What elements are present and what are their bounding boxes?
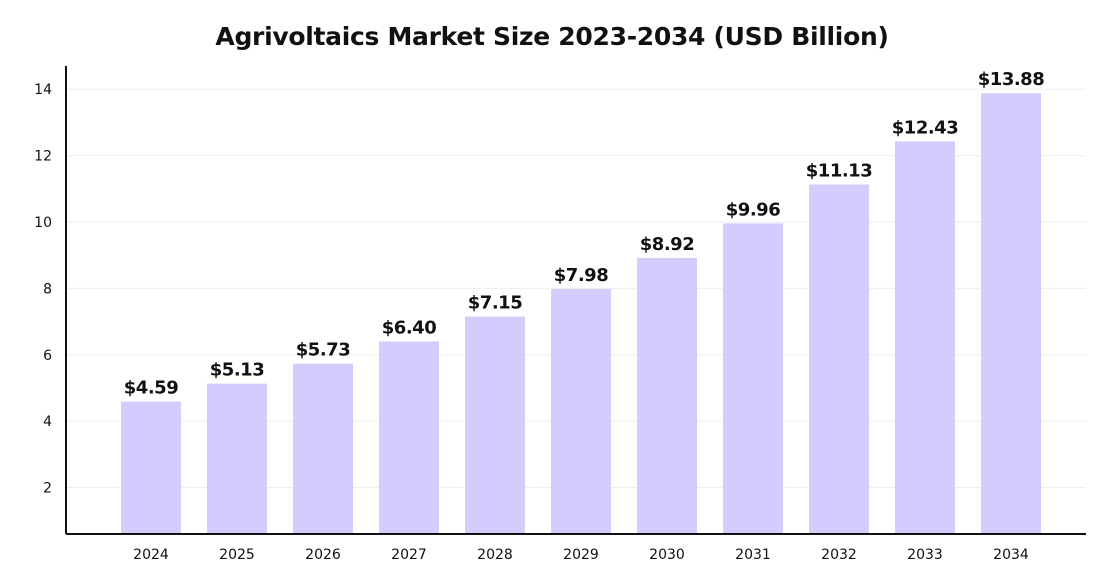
bar-2034 bbox=[981, 93, 1041, 535]
x-tick-label: 2029 bbox=[563, 547, 599, 563]
x-tick-label: 2025 bbox=[219, 547, 255, 563]
data-label: $11.13 bbox=[806, 160, 872, 181]
bar-2031 bbox=[723, 223, 783, 535]
data-label: $6.40 bbox=[382, 317, 436, 338]
x-tick-label: 2034 bbox=[993, 547, 1029, 563]
x-tick-label: 2031 bbox=[735, 547, 771, 563]
y-tick-label: 8 bbox=[43, 281, 52, 297]
x-tick-labels: 2024 2025 2026 2027 2028 2029 2030 2031 2032 2033… bbox=[133, 547, 1029, 563]
bar-2029 bbox=[551, 289, 611, 534]
bar-2027 bbox=[379, 341, 439, 534]
data-label: $12.43 bbox=[892, 117, 958, 138]
bar-2026 bbox=[293, 363, 353, 534]
data-label: $7.98 bbox=[554, 265, 608, 286]
data-label: $5.73 bbox=[296, 340, 350, 361]
x-tick-label: 2032 bbox=[821, 547, 857, 563]
bar-2032 bbox=[809, 184, 869, 534]
data-label: $4.59 bbox=[124, 378, 178, 399]
data-labels: $4.59 $5.13 $5.73 $6.40 $7.15 $7.98 $8.92 $9.96… bbox=[124, 69, 1045, 399]
x-tick-label: 2030 bbox=[649, 547, 685, 563]
x-tick-label: 2024 bbox=[133, 547, 169, 563]
y-tick-label: 6 bbox=[43, 348, 52, 364]
y-tick-label: 12 bbox=[34, 149, 52, 165]
x-tick-label: 2027 bbox=[391, 547, 427, 563]
bars bbox=[121, 93, 1041, 535]
axes bbox=[65, 66, 1086, 535]
y-tick-label: 10 bbox=[34, 215, 52, 231]
y-tick-label: 14 bbox=[34, 82, 52, 98]
bar-2025 bbox=[207, 383, 267, 534]
bar-2033 bbox=[895, 141, 955, 535]
data-label: $7.15 bbox=[468, 293, 522, 314]
bar-2024 bbox=[121, 401, 181, 534]
y-tick-labels: 2 4 6 8 10 12 14 bbox=[34, 82, 52, 496]
chart-title: Agrivoltaics Market Size 2023-2034 (USD … bbox=[215, 22, 889, 51]
data-label: $9.96 bbox=[726, 199, 780, 220]
bar-2030 bbox=[637, 257, 697, 534]
y-tick-label: 2 bbox=[43, 481, 52, 497]
data-label: $13.88 bbox=[978, 69, 1044, 90]
x-tick-label: 2033 bbox=[907, 547, 943, 563]
x-tick-label: 2028 bbox=[477, 547, 513, 563]
x-tick-label: 2026 bbox=[305, 547, 341, 563]
data-label: $8.92 bbox=[640, 234, 694, 255]
y-tick-label: 4 bbox=[43, 414, 52, 430]
bar-2028 bbox=[465, 316, 525, 534]
data-label: $5.13 bbox=[210, 360, 264, 381]
